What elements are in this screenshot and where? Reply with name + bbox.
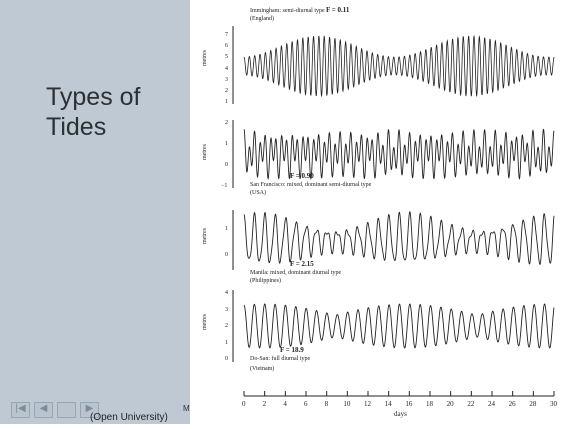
tide-graphs: Immingham: semi-diurnal type F = 0.11 (E…	[202, 6, 558, 418]
f-label: F = 0.90	[290, 172, 314, 180]
y-tick: −1	[221, 183, 227, 189]
panel-title: San Francisco: mixed, dominant semi-diur…	[250, 182, 372, 188]
x-tick-label: 16	[405, 400, 413, 408]
left-panel: Types of Tides	[0, 0, 190, 424]
y-tick: 1	[225, 340, 228, 346]
panel-title: Immingham: semi-diurnal type	[250, 8, 325, 14]
y-tick: 2	[225, 323, 228, 329]
panel-subtitle: (USA)	[250, 189, 266, 196]
y-tick: 1	[225, 99, 228, 105]
previous-slide-button[interactable]: ◀	[34, 402, 53, 418]
x-tick-label: 24	[488, 400, 496, 408]
tide-curve	[243, 303, 555, 349]
tide-curve	[243, 35, 555, 98]
source-caption: (Open University)	[90, 412, 168, 423]
y-tick: 0	[225, 252, 228, 258]
y-tick: 3	[225, 307, 228, 313]
x-axis	[243, 391, 555, 397]
panel-subtitle: (England)	[250, 15, 274, 22]
blank-nav-button[interactable]	[57, 402, 76, 418]
x-tick-label: 20	[447, 400, 455, 408]
x-tick-label: 0	[242, 400, 246, 408]
panel-immingham: Immingham: semi-diurnal type F = 0.11 (E…	[202, 6, 555, 105]
f-label: F = 18.9	[280, 346, 304, 354]
x-tick-label: 12	[364, 400, 372, 408]
tide-curve	[243, 128, 555, 180]
panel-title: Do-San: full diurnal type	[250, 355, 310, 362]
x-tick-label: 8	[325, 400, 329, 408]
panel-do-san: metres 4 3 2 1 0 F = 18.9 Do-San: full d…	[202, 290, 555, 372]
next-slide-button[interactable]: ▶	[80, 402, 99, 418]
y-unit: metres	[202, 313, 208, 330]
y-tick: 2	[225, 120, 228, 126]
y-tick: 1	[225, 226, 228, 232]
y-tick: 2	[225, 88, 228, 94]
tide-curve	[243, 210, 555, 265]
y-tick: 4	[225, 66, 228, 72]
x-tick-label: 22	[467, 400, 475, 408]
slide-title-line1: Types of	[46, 83, 141, 111]
x-tick-label: 2	[263, 400, 267, 408]
panel-san-francisco: metres 2 1 0 −1 F = 0.90 San Francisco: …	[202, 120, 555, 196]
y-tick: 0	[225, 356, 228, 362]
x-tick-label: 14	[385, 400, 393, 408]
x-tick-label: 4	[283, 400, 287, 408]
slide-title: Types of Tides	[46, 82, 141, 142]
f-label: F = 2.15	[290, 260, 314, 268]
x-tick-label: 30	[550, 400, 558, 408]
y-tick: 4	[225, 290, 228, 296]
source-caption-tail: M	[183, 404, 190, 413]
y-unit: metres	[202, 227, 208, 244]
first-slide-button[interactable]: |◀	[11, 402, 30, 418]
play-back-icon: ◀	[39, 403, 48, 414]
y-unit: metres	[202, 143, 208, 160]
x-tick-label: 28	[529, 400, 537, 408]
panel-title: Manila: mixed, dominant diurnal type	[250, 270, 341, 276]
x-axis-label: days	[394, 410, 407, 418]
y-tick: 3	[225, 77, 228, 83]
y-tick: 0	[225, 162, 228, 168]
x-tick-label: 26	[509, 400, 516, 408]
f-label: F = 0.11	[326, 6, 350, 14]
y-tick: 5	[225, 54, 228, 60]
y-tick: 6	[225, 43, 228, 49]
panel-subtitle: (Philippines)	[250, 277, 281, 284]
play-forward-icon: ▶	[85, 403, 94, 414]
slide-nav: |◀ ◀ ▶	[11, 402, 99, 418]
x-tick-label: 6	[304, 400, 308, 408]
slide-title-line2: Tides	[46, 113, 107, 141]
y-tick: 7	[225, 32, 228, 38]
tide-figure: Immingham: semi-diurnal type F = 0.11 (E…	[198, 0, 571, 424]
panel-manila: metres 1 0 F = 2.15 Manila: mixed, domin…	[202, 210, 555, 284]
panel-subtitle: (Vietnam)	[250, 365, 274, 372]
skip-back-icon: |◀	[15, 403, 26, 414]
y-tick: 1	[225, 141, 228, 147]
y-unit: metres	[202, 49, 208, 66]
x-tick-label: 10	[343, 400, 351, 408]
x-tick-label: 18	[426, 400, 434, 408]
